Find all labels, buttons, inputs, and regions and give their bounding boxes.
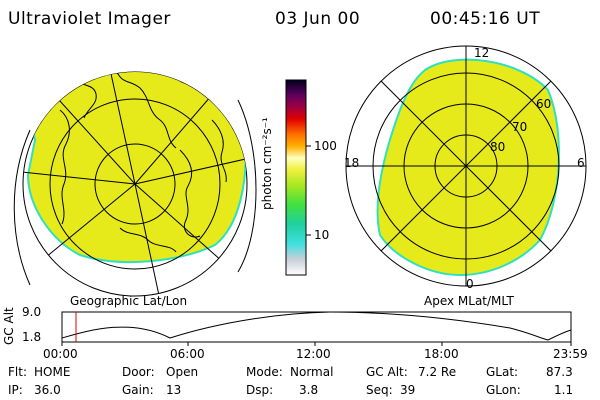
mlt-label-18: 18 [344,156,360,170]
gcalt-value: 7.2 Re [418,365,457,379]
altitude-xtick-0000: 00:00 [43,347,78,361]
colorbar-tick-100: 100 [314,139,337,153]
gain-value: 13 [166,383,182,397]
door-label: Door: [122,365,155,379]
seq-value: 39 [400,383,416,397]
geographic-map [13,71,257,297]
dsp-label: Dsp: [246,383,274,397]
altitude-curve [61,311,572,341]
mlt-label-12: 12 [474,46,490,60]
gain-label: Gain: [122,383,154,397]
mlat-label-70: 70 [512,120,528,134]
altitude-xtick-1200: 12:00 [296,347,331,361]
altitude-xtick-1800: 18:00 [424,347,459,361]
dsp-value: 3.8 [299,383,319,397]
mlt-label-6: 6 [577,156,585,170]
altitude-xtick-0600: 06:00 [170,347,205,361]
magnetic-polar-plot [345,45,587,287]
altitude-ylabel: GC Alt [2,307,16,345]
door-value: Open [166,365,199,379]
flt-label: Flt: [8,365,27,379]
mode-label: Mode: [246,365,283,379]
colorbar-tick-10: 10 [314,228,330,242]
ip-label: IP: [8,383,23,397]
color-scale-bar [285,79,311,276]
magnetic-caption: Apex MLat/MLT [424,294,514,308]
time-label: 00:45:16 UT [430,9,541,29]
instrument-title: Ultraviolet Imager [8,9,171,29]
seq-label: Seq: [366,383,393,397]
aurora-image-right [376,58,560,277]
mode-value: Normal [290,365,334,379]
mlat-label-60: 60 [536,97,552,111]
ip-value: 36.0 [34,383,61,397]
date-label: 03 Jun 00 [275,9,361,29]
mlat-label-80: 80 [490,140,506,154]
altitude-plot [61,311,572,346]
altitude-ytick-low: 1.8 [22,330,42,344]
flt-value: HOME [34,365,71,379]
gcalt-label: GC Alt: [366,365,408,379]
mlt-label-0: 0 [466,277,474,291]
altitude-ytick-high: 9.0 [22,305,42,319]
glon-label: GLon: [486,383,521,397]
glon-value: 1.1 [554,383,574,397]
geographic-caption: Geographic Lat/Lon [70,294,188,308]
colorbar-unit-label: photon cm⁻²s⁻¹ [260,117,274,210]
glat-value: 87.3 [546,365,573,379]
altitude-xtick-2359: 23:59 [553,347,588,361]
glat-label: GLat: [486,365,519,379]
